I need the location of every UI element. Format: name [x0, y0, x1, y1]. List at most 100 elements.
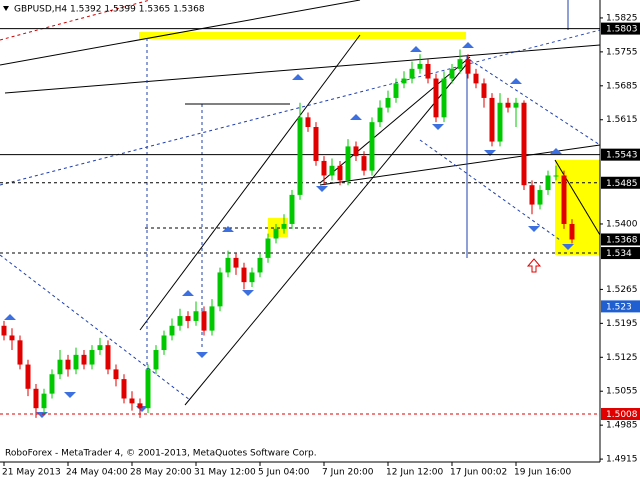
axes: 1.5825 1.5755 1.5685 1.5615 1.5400 1.5265 1.51…	[2, 13, 640, 478]
trendline	[139, 34, 361, 331]
x-tick-label: 7 Jun 20:00	[322, 468, 374, 478]
candle-body	[17, 340, 23, 365]
candle-body	[233, 257, 239, 268]
candle-body	[177, 316, 183, 326]
candle-body	[89, 350, 95, 365]
candle-body	[345, 146, 351, 181]
x-tick-label: 5 Jun 04:00	[258, 468, 310, 478]
y-tick-label: 1.5615	[606, 115, 638, 125]
price-label-box	[601, 22, 640, 35]
candle-body	[1, 325, 7, 336]
candle-body	[409, 68, 415, 79]
y-tick-label: 1.5825	[606, 13, 638, 23]
candle-body	[369, 122, 375, 171]
candle-body	[169, 325, 175, 336]
candle-body	[161, 335, 167, 351]
candle-body	[241, 267, 247, 283]
candle-body	[313, 127, 319, 161]
x-tick-label: 28 May 20:00	[130, 468, 192, 478]
trendline	[0, 29, 601, 186]
candle-body	[529, 185, 535, 205]
y-tick-label: 1.5055	[606, 387, 638, 397]
x-tick-label: 12 Jun 12:00	[386, 468, 443, 478]
price-label: 1.5543	[606, 151, 638, 161]
candle-body	[185, 316, 191, 321]
trendline	[554, 159, 601, 236]
candle-body	[545, 175, 551, 191]
trendline	[4, 44, 601, 94]
price-label-box	[601, 176, 640, 189]
candle-body	[521, 102, 527, 186]
price-label: 1.534	[606, 249, 632, 259]
candle-body	[449, 68, 455, 79]
trendline	[0, 0, 361, 66]
price-label: 1.5803	[606, 25, 638, 35]
candle-body	[457, 59, 463, 69]
price-label: 1.5485	[606, 179, 638, 189]
candle-body	[385, 97, 391, 108]
x-tick-label: 19 Jun 16:00	[514, 468, 571, 478]
candle-body	[65, 359, 71, 370]
candle-body	[41, 393, 47, 409]
candle-body	[537, 190, 543, 205]
candle-body	[297, 117, 303, 195]
trendline	[0, 0, 151, 41]
candle-body	[417, 63, 423, 69]
candle-body	[513, 102, 519, 108]
candle-body	[393, 83, 399, 98]
candle-body	[465, 59, 471, 74]
candle-body	[57, 359, 63, 375]
footer: RoboForex - MetaTrader 4, © 2001-2013, M…	[5, 449, 317, 459]
candle-body	[137, 403, 143, 409]
trendline	[184, 59, 471, 406]
x-tick-label: 17 Jun 00:02	[450, 468, 507, 478]
candle-body	[553, 175, 559, 177]
price-label-box	[601, 148, 640, 161]
candle-body	[481, 83, 487, 98]
y-tick-label: 1.5125	[606, 353, 638, 363]
candle-body	[249, 272, 255, 283]
price-label: 1.5008	[606, 410, 638, 420]
y-tick-label: 1.5400	[606, 219, 638, 229]
candle-body	[425, 63, 431, 79]
candle-body	[145, 369, 151, 409]
candle-body	[97, 345, 103, 351]
candle-body	[9, 335, 15, 341]
x-tick-label: 31 May 12:00	[194, 468, 256, 478]
price-label-box	[601, 233, 640, 246]
title-icon	[3, 6, 9, 11]
candle-body	[73, 354, 79, 370]
y-tick-label: 1.5195	[606, 319, 638, 329]
y-tick-label: 1.5755	[606, 47, 638, 57]
candle-body	[193, 311, 199, 321]
price-label: 1.523	[606, 302, 632, 312]
y-tick-label: 1.4915	[606, 455, 638, 465]
candle-body	[129, 398, 135, 404]
price-label-box	[601, 247, 640, 260]
chart-title: GBPUSD,H4 1.5392 1.5399 1.5365 1.5368	[14, 5, 205, 15]
candle-body	[105, 345, 111, 370]
candle-body	[329, 165, 335, 176]
candle-body	[281, 223, 287, 229]
trendline	[419, 139, 561, 241]
x-tick-label: 21 May 2013	[2, 468, 61, 478]
candle-body	[305, 117, 311, 128]
price-label-box	[601, 408, 640, 421]
candle-body	[217, 272, 223, 307]
candle-body	[289, 194, 295, 224]
candle-body	[321, 160, 327, 176]
candle-body	[433, 78, 439, 118]
candle-body	[441, 78, 447, 118]
arrow	[526, 258, 542, 273]
candle-body	[489, 97, 495, 142]
candle-body	[33, 388, 39, 409]
candle-body	[273, 228, 279, 239]
y-tick-label: 1.5265	[606, 285, 638, 295]
candle-body	[81, 354, 87, 365]
candle-body	[257, 257, 263, 273]
candle-body	[401, 78, 407, 84]
candle-body	[153, 350, 159, 370]
candle-body	[265, 238, 271, 258]
price-label: 1.5368	[606, 235, 638, 245]
